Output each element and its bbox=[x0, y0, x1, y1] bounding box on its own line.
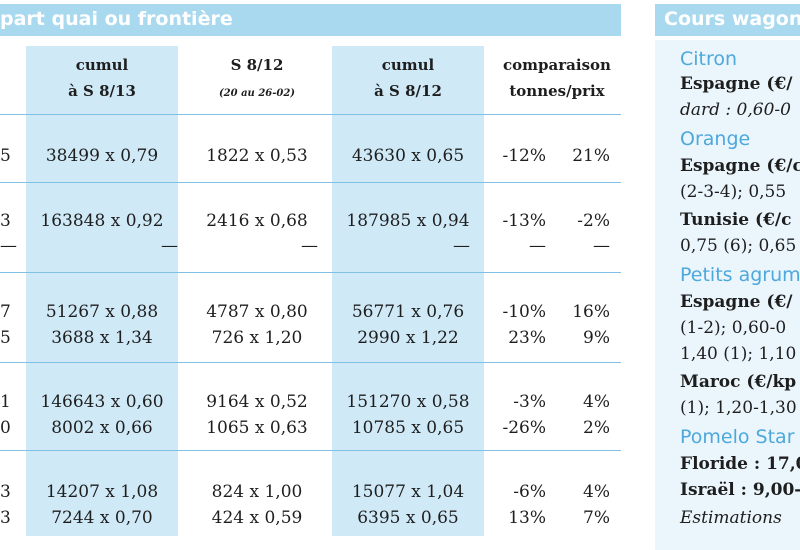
price-line: (1); 1,20-1,30 bbox=[680, 398, 797, 418]
column-shade-cumul-12 bbox=[332, 46, 484, 536]
price-line: Israël : 9,00- bbox=[680, 480, 800, 500]
wagon-prices-body bbox=[655, 40, 800, 550]
price-line: Floride : 17,0 bbox=[680, 454, 800, 474]
price-line: dard : 0,60-0 bbox=[680, 100, 791, 120]
price-line: Tunisie (€/c bbox=[680, 210, 792, 230]
row-divider bbox=[0, 114, 621, 115]
category-heading: Pomelo Star bbox=[680, 426, 795, 448]
column-header-comparison: comparaison tonnes/prix bbox=[503, 56, 611, 100]
category-heading: Citron bbox=[680, 48, 738, 70]
market-table-panel: part quai ou frontière cumul à S 8/13 S … bbox=[0, 4, 621, 536]
price-line: Espagne (€/ bbox=[680, 292, 793, 312]
category-heading: Petits agrum bbox=[680, 264, 800, 286]
wagon-prices-panel: Cours wagon Citron Espagne (€/ dard : 0,60… bbox=[655, 0, 800, 550]
price-line: 0,75 (6); 0,65 bbox=[680, 236, 797, 256]
table-title-bar: part quai ou frontière bbox=[0, 4, 621, 36]
price-line: Espagne (€/c bbox=[680, 156, 800, 176]
wagon-prices-title-bar: Cours wagon bbox=[655, 4, 800, 36]
column-header-week: S 8/12 (20 au 26-02) bbox=[218, 56, 296, 99]
category-heading: Orange bbox=[680, 128, 751, 150]
row-divider bbox=[0, 272, 621, 273]
column-header-cumul-12: cumul à S 8/12 bbox=[374, 56, 442, 100]
row-divider bbox=[0, 450, 621, 451]
price-line: (1-2); 0,60-0 bbox=[680, 318, 787, 338]
table-title: part quai ou frontière bbox=[0, 8, 233, 30]
price-line: Maroc (€/kp bbox=[680, 372, 797, 392]
price-line: (2-3-4); 0,55 bbox=[680, 182, 787, 202]
price-line: Espagne (€/ bbox=[680, 74, 793, 94]
row-divider bbox=[0, 362, 621, 363]
price-line: Estimations bbox=[680, 508, 782, 528]
column-header-cumul-13: cumul à S 8/13 bbox=[68, 56, 136, 100]
price-line: 1,40 (1); 1,10 bbox=[680, 344, 797, 364]
row-divider bbox=[0, 182, 621, 183]
column-shade-cumul-13 bbox=[26, 46, 178, 536]
wagon-prices-title: Cours wagon bbox=[664, 8, 800, 30]
